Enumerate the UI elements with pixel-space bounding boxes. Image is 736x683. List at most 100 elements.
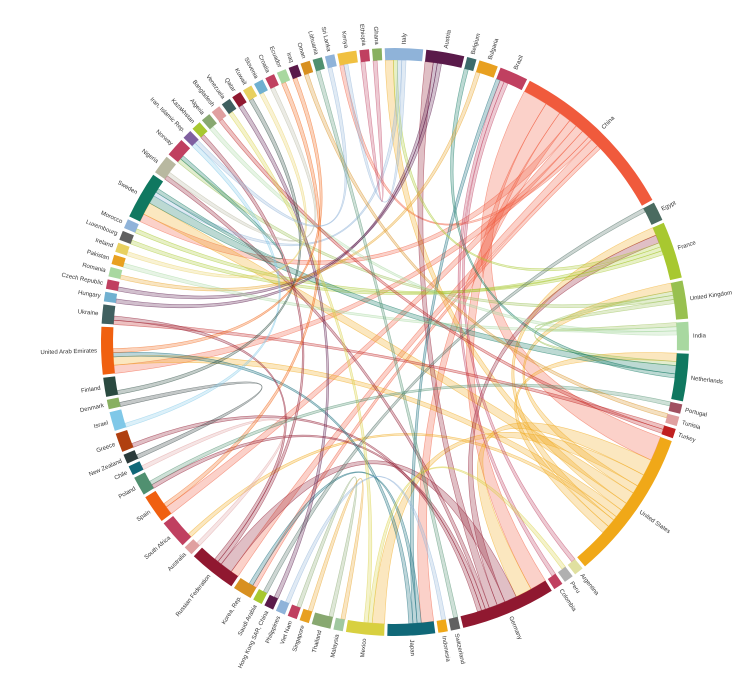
node-arc (221, 98, 237, 115)
node-arc (359, 49, 370, 63)
node-label: Pakistan (86, 249, 110, 261)
node-label: Indonesia (440, 636, 450, 663)
node-label: Czech Republic (61, 273, 103, 287)
node-arc (115, 242, 130, 256)
node-arc (496, 67, 528, 91)
node-arc (232, 92, 247, 108)
node-arc (193, 547, 239, 587)
node-label: Ireland (94, 238, 113, 250)
chord (248, 471, 422, 624)
node-label: Chile (114, 470, 130, 482)
node-label: Iraq (285, 52, 294, 64)
chord (143, 202, 634, 504)
node-label: Norway (154, 129, 173, 147)
node-label: Greece (96, 442, 117, 455)
node-arc (201, 114, 217, 130)
node-label: United Kingdom (690, 290, 733, 302)
node-label: Poland (118, 486, 137, 500)
node-arc (567, 559, 583, 575)
node-label: Ghana (372, 26, 379, 45)
node-arc (123, 450, 139, 464)
node-arc (665, 413, 680, 427)
node-arc (115, 430, 134, 452)
node-arc (425, 49, 465, 68)
node-arc (372, 48, 383, 61)
node-arc (524, 80, 653, 206)
node-arc (100, 326, 115, 375)
node-arc (101, 304, 116, 325)
node-label: Korea, Rep. (221, 595, 243, 626)
node-label: Oman (295, 42, 306, 59)
node-arc (124, 219, 139, 233)
node-label: Croatia (256, 54, 270, 75)
node-arc (264, 594, 279, 610)
node-label: Qatar (223, 77, 236, 93)
chord (393, 59, 661, 272)
node-arc (254, 79, 268, 95)
node-arc (265, 74, 279, 89)
node-label: Russian Federation (175, 574, 212, 618)
node-arc (192, 122, 208, 138)
chord (477, 422, 652, 598)
node-label: China (601, 115, 617, 131)
node-arc (105, 279, 120, 291)
node-label: Portugal (684, 408, 707, 419)
chord (113, 355, 622, 518)
node-arc (111, 254, 126, 268)
node-arc (163, 516, 192, 546)
node-label: United Arab Emirates (40, 348, 97, 356)
node-label: Sweden (116, 180, 138, 196)
node-arc (299, 608, 313, 624)
node-label: India (693, 333, 707, 339)
node-label: Denmark (80, 403, 106, 414)
node-arc (145, 490, 172, 521)
node-arc (448, 616, 461, 631)
node-arc (300, 60, 314, 75)
node-arc (345, 620, 385, 636)
node-label: Austria (444, 29, 453, 49)
node-arc (460, 580, 552, 628)
node-label: France (677, 240, 697, 252)
node-arc (547, 573, 563, 590)
node-arc (333, 617, 345, 632)
node-label: Tunisia (681, 420, 702, 431)
node-arc (155, 156, 176, 180)
node-arc (109, 409, 127, 431)
node-label: Netherlands (690, 376, 723, 386)
node-label: Australia (167, 552, 188, 573)
node-label: Thailand (312, 630, 324, 654)
node-arc (184, 539, 200, 555)
node-arc (670, 280, 689, 320)
chord (153, 59, 403, 246)
node-label: Viet Nam (280, 620, 294, 645)
node-arc (324, 54, 337, 69)
node-arc (436, 619, 448, 633)
node-arc (384, 48, 424, 62)
node-label: Ukraine (77, 309, 99, 317)
node-arc (275, 599, 290, 615)
node-arc (668, 401, 683, 414)
node-label: Nigeria (140, 149, 159, 166)
node-label: Philippines (265, 615, 282, 644)
node-arc (287, 604, 301, 620)
node-label: Argentina (579, 573, 600, 597)
node-label: Malaysia (330, 633, 341, 658)
node-arc (464, 57, 477, 72)
chord (149, 195, 677, 375)
node-arc (643, 202, 663, 225)
node-arc (106, 397, 121, 410)
node-label: Sri Lanka (320, 26, 332, 53)
node-arc (312, 57, 325, 72)
node-label: Peru (568, 581, 580, 595)
chord (343, 59, 407, 203)
node-label: Turkey (677, 433, 696, 444)
node-arc (661, 425, 676, 439)
node-arc (671, 353, 689, 402)
node-arc (253, 589, 268, 604)
node-arc (134, 472, 154, 495)
node-arc (129, 174, 164, 222)
node-arc (337, 50, 358, 66)
chord (534, 290, 677, 366)
node-label: Brazil (513, 55, 525, 71)
